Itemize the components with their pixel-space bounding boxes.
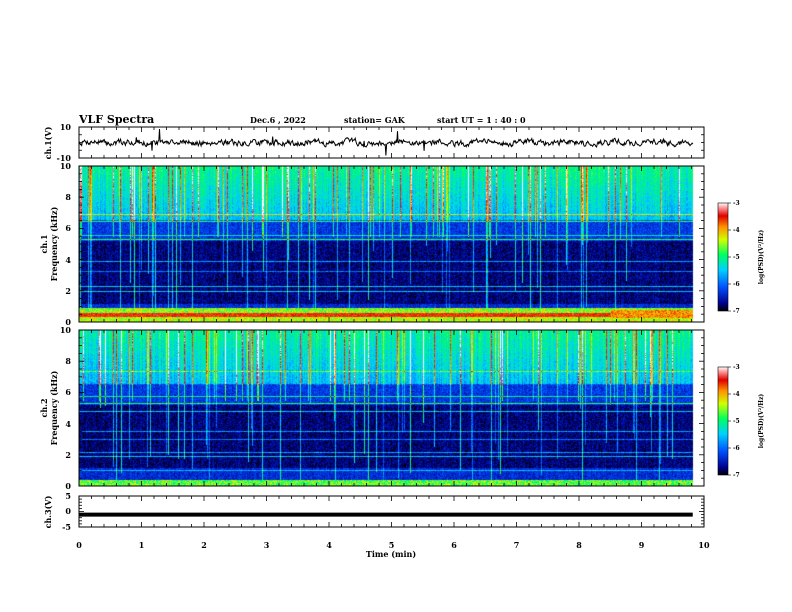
ch3-waveform-ytick-top: 5 <box>65 491 71 501</box>
ch1-colorbar: -3 -4 -5 -6 -7 log(PSD)(V²/Hz) <box>717 200 765 315</box>
ch2-cb-tick-m3: -3 <box>733 364 740 371</box>
ch2-cb-tick-m5: -5 <box>733 418 740 425</box>
ch1-waveform-ytick-bottom: -10 <box>57 153 72 163</box>
station-label: station= GAK <box>344 115 406 125</box>
ch1-waveform-ytick-top: 10 <box>60 122 72 132</box>
ch2-spec-ytick-8: 8 <box>65 356 71 366</box>
ch1-waveform-ylabel: ch.1(V) <box>43 126 53 159</box>
ch1-colorbar-ticks <box>728 202 731 312</box>
time-tick-label: 2 <box>201 540 207 550</box>
ch1-waveform-ticks <box>78 126 705 159</box>
ch2-cb-tick-m7: -7 <box>733 472 740 479</box>
ch2-colorbar-label: log(PSD)(V²/Hz) <box>758 394 765 449</box>
ch2-spectrogram-ticks <box>78 329 705 487</box>
ch1-colorbar-gradient <box>717 202 729 312</box>
time-axis-label: Time (min) <box>366 549 416 559</box>
ch2-spec-ytick-10: 10 <box>60 325 72 335</box>
ch1-spectrogram-heatmap <box>79 166 704 322</box>
ch3-waveform-ylabel: ch.3(V) <box>43 495 53 528</box>
time-tick-label: 3 <box>264 540 270 550</box>
start-time-label: start UT = 1 : 40 : 0 <box>437 115 526 125</box>
ch2-spectrogram-panel: 0 2 4 6 8 10 ch.2 Frequency (kHz) <box>39 325 705 491</box>
ch2-spectrogram-heatmap <box>79 330 704 486</box>
time-tick-label: 10 <box>698 540 710 550</box>
ch2-colorbar-gradient <box>717 366 729 476</box>
ch2-spec-ytick-2: 2 <box>65 450 71 460</box>
ch2-colorbar-ticks <box>728 366 731 476</box>
ch2-spec-ylabel-channel: ch.2 <box>39 398 49 417</box>
ch3-waveform-ytick-mid: 0 <box>65 506 71 516</box>
time-tick-label: 1 <box>139 540 145 550</box>
time-tick-label: 8 <box>576 540 582 550</box>
time-tick-label: 5 <box>389 540 395 550</box>
ch1-spec-ylabel-frequency: Frequency (kHz) <box>49 206 59 281</box>
ch1-cb-tick-m7: -7 <box>733 308 740 315</box>
ch3-waveform-ytick-bottom: -5 <box>62 522 71 532</box>
ch1-spec-ytick-6: 6 <box>65 223 71 233</box>
ch1-spec-ylabel-channel: ch.1 <box>39 234 49 253</box>
ch1-waveform-panel: 10 -10 ch.1(V) <box>43 122 705 163</box>
ch1-cb-tick-m4: -4 <box>733 227 740 234</box>
ch2-spec-ylabel-frequency: Frequency (kHz) <box>49 370 59 445</box>
ch3-waveform-panel: 5 0 -5 ch.3(V) 0 1 2 3 4 5 6 7 8 9 10 Time (min) <box>43 491 710 559</box>
time-tick-label: 7 <box>514 540 520 550</box>
ch1-cb-tick-m6: -6 <box>733 281 740 288</box>
ch1-spectrogram-panel: 0 2 4 6 8 10 ch.1 Frequency (kHz) <box>39 161 705 327</box>
time-tick-label: 6 <box>451 540 457 550</box>
ch1-cb-tick-m3: -3 <box>733 200 740 207</box>
ch1-spec-ytick-2: 2 <box>65 286 71 296</box>
figure-title: VLF Spectra <box>78 113 154 126</box>
time-axis-tick-labels: 0 1 2 3 4 5 6 7 8 9 10 <box>76 540 710 550</box>
ch2-spec-ytick-0: 0 <box>65 481 71 491</box>
time-tick-label: 0 <box>76 540 82 550</box>
ch2-colorbar: -3 -4 -5 -6 -7 log(PSD)(V²/Hz) <box>717 364 765 479</box>
date-label: Dec.6 , 2022 <box>250 115 306 125</box>
ch1-waveform-trace <box>79 128 694 156</box>
ch2-cb-tick-m6: -6 <box>733 445 740 452</box>
ch1-cb-tick-m5: -5 <box>733 254 740 261</box>
ch1-spec-ytick-8: 8 <box>65 192 71 202</box>
ch3-waveform-ticks <box>78 495 705 528</box>
ch2-spec-ytick-4: 4 <box>65 419 71 429</box>
time-tick-label: 4 <box>326 540 332 550</box>
ch2-spec-ytick-6: 6 <box>65 387 71 397</box>
ch1-spec-ytick-10: 10 <box>60 161 72 171</box>
ch1-spec-ytick-0: 0 <box>65 317 71 327</box>
ch1-colorbar-label: log(PSD)(V²/Hz) <box>758 230 765 285</box>
ch1-spec-ytick-4: 4 <box>65 255 71 265</box>
ch2-cb-tick-m4: -4 <box>733 391 740 398</box>
time-tick-label: 9 <box>639 540 645 550</box>
ch1-spectrogram-ticks <box>78 165 705 323</box>
